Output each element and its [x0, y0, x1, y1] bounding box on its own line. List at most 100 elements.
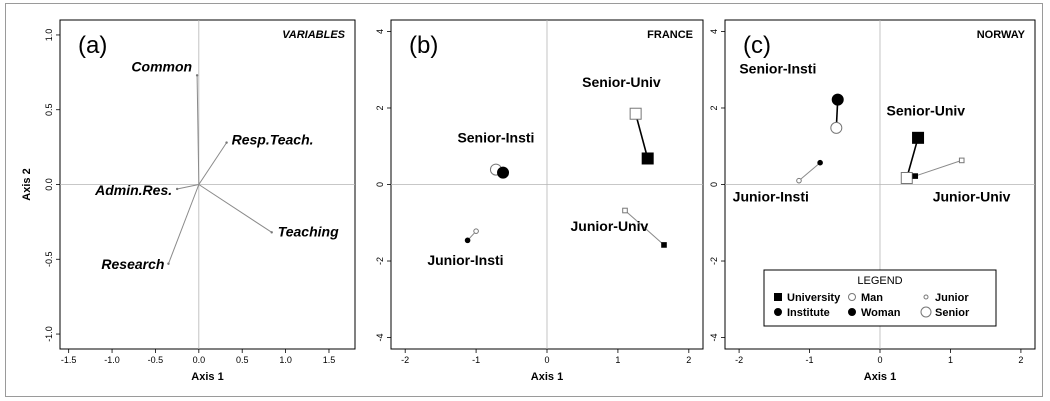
data-point — [464, 237, 471, 244]
y-tick-label: 4 — [709, 29, 719, 34]
x-tick-label: 2 — [686, 355, 691, 365]
y-tick-label: -2 — [375, 257, 385, 265]
vector-label: Admin.Res. — [94, 182, 172, 198]
legend-marker — [920, 306, 932, 318]
vector-line — [177, 184, 199, 190]
data-point — [912, 131, 925, 144]
y-tick-label: 0 — [375, 182, 385, 187]
x-tick-label: 1.5 — [323, 355, 336, 365]
y-tick-label: -1.0 — [44, 326, 54, 342]
legend-title: LEGEND — [857, 275, 902, 287]
y-tick-label: -0.5 — [44, 252, 54, 268]
group-link — [915, 159, 962, 177]
y-tick-label: -4 — [375, 334, 385, 342]
group-link — [634, 113, 649, 159]
vector-line — [196, 75, 200, 185]
y-tick-label: 0.5 — [44, 103, 54, 116]
legend-marker — [848, 293, 856, 301]
figure-frame — [5, 3, 1043, 397]
vector-line — [167, 184, 200, 264]
data-point — [641, 152, 654, 165]
x-tick-label: -1.5 — [61, 355, 77, 365]
panel-label: (b) — [409, 32, 438, 59]
x-axis-label: Axis 1 — [531, 371, 563, 383]
panel-title: FRANCE — [647, 29, 693, 41]
data-point — [900, 171, 913, 184]
legend-label: Senior — [935, 307, 970, 319]
panel-title: NORWAY — [977, 29, 1026, 41]
vector-tip — [167, 262, 170, 265]
legend-marker — [923, 294, 929, 300]
legend-label: University — [787, 292, 841, 304]
y-tick-label: -4 — [709, 334, 719, 342]
vector-label: Common — [131, 58, 192, 74]
group-label: Senior-Insti — [739, 61, 816, 77]
legend-box — [763, 269, 997, 327]
group-label: Junior-Insti — [427, 252, 503, 268]
x-tick-label: -1 — [472, 355, 480, 365]
vector-tip — [175, 187, 179, 191]
x-tick-label: 1 — [615, 355, 620, 365]
x-axis-label: Axis 1 — [191, 371, 223, 383]
vector-label: Resp.Teach. — [232, 132, 314, 148]
x-tick-label: -0.5 — [148, 355, 164, 365]
x-tick-label: -2 — [401, 355, 409, 365]
x-axis-label: Axis 1 — [864, 371, 896, 383]
group-label: Senior-Univ — [582, 74, 661, 90]
x-tick-label: -1 — [806, 355, 814, 365]
data-point — [912, 173, 919, 179]
group-label: Senior-Univ — [887, 103, 966, 119]
x-tick-label: 1 — [948, 355, 953, 365]
data-point — [958, 157, 965, 164]
legend: LEGEND University Man Junior Institute Woman S… — [763, 269, 997, 327]
group-link — [624, 210, 665, 246]
group-label: Junior-Univ — [571, 218, 649, 234]
legend-marker — [774, 293, 782, 301]
data-point — [796, 177, 802, 184]
x-tick-label: 0.0 — [193, 355, 206, 365]
vector-tip — [225, 141, 228, 144]
y-axis-label: Axis 2 — [21, 168, 33, 200]
y-tick-label: 2 — [709, 105, 719, 110]
data-point — [831, 93, 844, 106]
panel-a: -1.5 -1.0 -0.5 0.0 0.5 1.0 1.5 -1.0 -0.5 0.0 0.5 1.… — [21, 19, 356, 383]
x-tick-label: 0 — [877, 355, 882, 365]
data-point — [661, 242, 667, 248]
legend-label: Woman — [861, 307, 901, 319]
vector-label: Teaching — [278, 223, 339, 239]
y-tick-label: 2 — [375, 105, 385, 110]
data-point — [622, 207, 628, 214]
panel-label: (a) — [78, 32, 107, 59]
vector-line — [198, 184, 272, 233]
panel-label: (c) — [743, 32, 771, 59]
data-point — [497, 166, 510, 179]
y-tick-label: 0 — [709, 182, 719, 187]
y-tick-label: -2 — [709, 257, 719, 265]
vector-label: Research — [101, 256, 164, 272]
x-tick-label: -2 — [735, 355, 743, 365]
legend-label: Junior — [935, 292, 969, 304]
x-tick-label: 2 — [1018, 355, 1023, 365]
group-label: Senior-Insti — [457, 129, 534, 145]
panel-b: -2 -1 0 1 2 -4 -2 0 2 4 Axis 1 (b) FRANCE Senior-Univ… — [375, 19, 704, 383]
panel-c: -2 -1 0 1 2 -4 -2 0 2 4 Axis 1 (c) NORWAY Senior-Inst… — [709, 19, 1036, 383]
vector-line — [198, 142, 228, 185]
group-label: Junior-Insti — [733, 189, 809, 205]
legend-marker — [848, 308, 856, 316]
group-label: Junior-Univ — [933, 189, 1011, 205]
x-tick-label: 0.5 — [236, 355, 249, 365]
y-tick-label: 4 — [375, 29, 385, 34]
x-tick-label: 1.0 — [279, 355, 292, 365]
data-point — [629, 107, 642, 120]
x-tick-label: -1.0 — [104, 355, 120, 365]
data-point — [817, 159, 823, 166]
vector-tip — [195, 74, 199, 77]
legend-marker — [774, 308, 782, 316]
panel-title: VARIABLES — [282, 29, 345, 41]
group-link — [906, 137, 919, 179]
y-tick-label: 1.0 — [44, 29, 54, 42]
y-tick-label: 0.0 — [44, 178, 54, 191]
x-tick-label: 0 — [544, 355, 549, 365]
legend-label: Institute — [787, 307, 830, 319]
